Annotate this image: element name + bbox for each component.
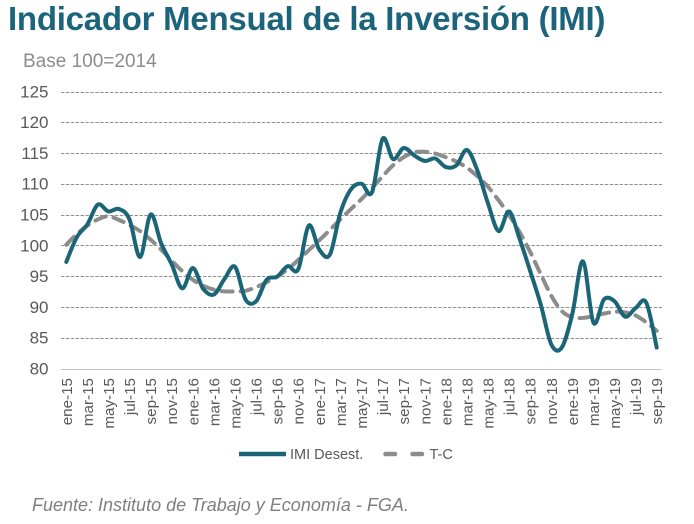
- svg-text:jul-19: jul-19: [628, 378, 645, 416]
- svg-text:ene-17: ene-17: [312, 378, 329, 425]
- svg-text:mar-18: mar-18: [459, 378, 476, 426]
- svg-text:100: 100: [20, 236, 48, 255]
- svg-text:jul-17: jul-17: [375, 378, 392, 416]
- svg-text:sep-16: sep-16: [270, 378, 287, 424]
- svg-text:nov-17: nov-17: [417, 378, 434, 424]
- svg-text:jul-15: jul-15: [122, 378, 139, 416]
- svg-text:T-C: T-C: [430, 447, 453, 463]
- svg-text:sep-19: sep-19: [649, 378, 666, 424]
- svg-text:nov-16: nov-16: [291, 378, 308, 424]
- svg-text:jul-16: jul-16: [249, 378, 266, 416]
- svg-text:125: 125: [20, 82, 48, 101]
- svg-text:sep-17: sep-17: [396, 378, 413, 424]
- svg-text:ene-18: ene-18: [438, 378, 455, 425]
- svg-text:85: 85: [30, 329, 49, 348]
- svg-text:95: 95: [30, 267, 49, 286]
- svg-text:mar-17: mar-17: [333, 378, 350, 426]
- svg-text:may-16: may-16: [228, 378, 245, 429]
- svg-text:jul-18: jul-18: [502, 378, 519, 416]
- svg-text:may-15: may-15: [101, 378, 118, 429]
- svg-text:105: 105: [20, 206, 48, 225]
- svg-text:115: 115: [21, 144, 48, 163]
- svg-text:IMI Desest.: IMI Desest.: [290, 447, 363, 463]
- svg-text:ene-16: ene-16: [185, 378, 202, 425]
- svg-text:110: 110: [21, 175, 48, 194]
- svg-text:sep-18: sep-18: [523, 378, 540, 424]
- svg-text:ene-15: ene-15: [59, 378, 76, 425]
- svg-text:mar-19: mar-19: [586, 378, 603, 426]
- svg-text:may-19: may-19: [607, 378, 624, 429]
- svg-text:nov-15: nov-15: [164, 378, 181, 424]
- svg-text:may-18: may-18: [481, 378, 498, 429]
- svg-text:80: 80: [30, 359, 49, 378]
- svg-text:mar-15: mar-15: [80, 378, 97, 426]
- svg-text:90: 90: [30, 298, 49, 317]
- svg-text:mar-16: mar-16: [206, 378, 223, 426]
- svg-text:ene-19: ene-19: [565, 378, 582, 425]
- svg-text:may-17: may-17: [354, 378, 371, 429]
- svg-text:120: 120: [20, 113, 48, 132]
- svg-text:sep-15: sep-15: [143, 378, 160, 424]
- svg-text:nov-18: nov-18: [544, 378, 561, 424]
